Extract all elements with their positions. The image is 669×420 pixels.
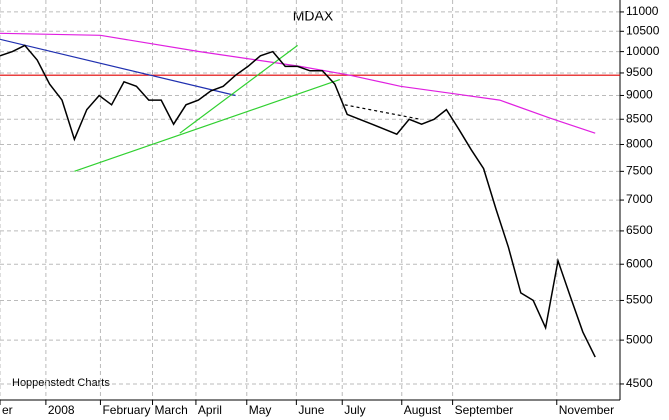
annotation: Hoppenstedt Charts [12, 377, 110, 389]
x-tick-label: er [2, 403, 13, 417]
overlay-line [0, 38, 236, 97]
overlay-line [344, 104, 421, 120]
y-tick-label: 10000 [626, 44, 660, 58]
x-tick-label: June [298, 403, 324, 417]
y-tick-label: 10500 [626, 23, 660, 37]
y-tick-label: 9500 [626, 65, 653, 79]
y-tick-label: 5500 [626, 293, 653, 307]
overlay-line [0, 32, 596, 134]
y-tick-label: 8000 [626, 137, 653, 151]
y-tick-label: 5000 [626, 332, 653, 346]
x-tick-label: November [559, 403, 614, 417]
x-tick-label: April [198, 403, 222, 417]
x-tick-label: 2008 [48, 403, 75, 417]
x-tick-label: May [249, 403, 272, 417]
x-tick-label: September [455, 403, 514, 417]
y-tick-label: 7500 [626, 164, 653, 178]
x-tick-label: July [344, 403, 365, 417]
y-tick-label: 11000 [626, 4, 659, 18]
overlay-line [179, 44, 298, 134]
y-tick-label: 6500 [626, 223, 653, 237]
chart-title: MDAX [293, 8, 334, 24]
x-tick-label: February [102, 403, 150, 417]
y-tick-label: 8500 [626, 111, 653, 125]
x-tick-label: August [404, 403, 442, 417]
overlay-line [74, 79, 340, 172]
y-tick-label: 6000 [626, 256, 653, 270]
price-line [0, 44, 596, 358]
y-tick-label: 4500 [626, 376, 653, 390]
y-tick-label: 7000 [626, 192, 653, 206]
y-tick-label: 9000 [626, 88, 653, 102]
x-tick-label: March [155, 403, 188, 417]
